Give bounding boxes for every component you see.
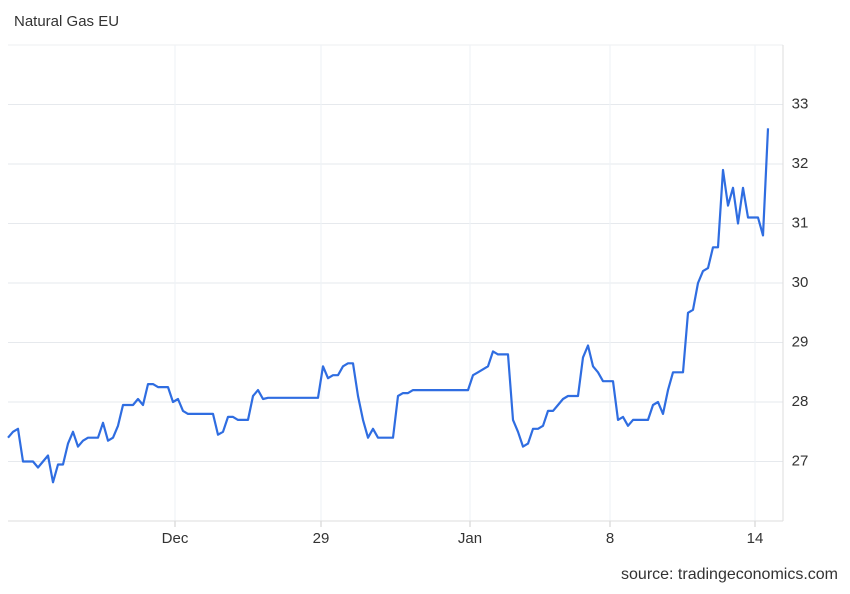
- y-tick-label: 32: [792, 155, 809, 172]
- x-tick-label: Dec: [162, 530, 189, 547]
- y-tick-label: 28: [792, 393, 809, 410]
- y-tick-label: 27: [792, 452, 809, 469]
- x-tick-label: 29: [313, 530, 330, 547]
- x-tick-label: 8: [606, 530, 614, 547]
- x-tick-label: 14: [747, 530, 764, 547]
- line-series: [7, 128, 770, 484]
- y-tick-label: 33: [792, 95, 809, 112]
- x-tick-label: Jan: [458, 530, 482, 547]
- y-tick-label: 31: [792, 214, 809, 231]
- y-tick-label: 29: [792, 333, 809, 350]
- source: source: tradingeconomics.com: [621, 566, 838, 583]
- y-tick-label: 30: [792, 274, 809, 291]
- chart-title: Natural Gas EU: [14, 13, 119, 30]
